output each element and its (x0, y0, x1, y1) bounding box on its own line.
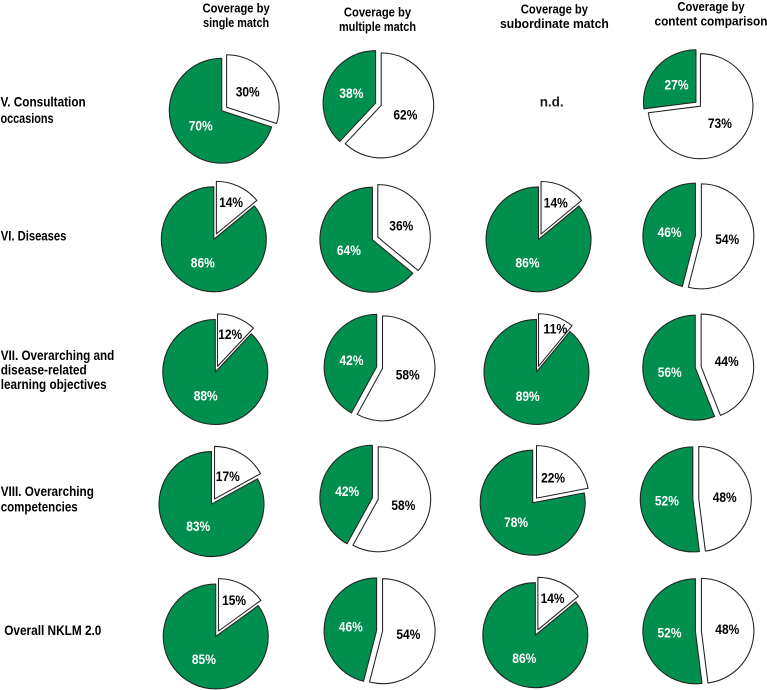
svg-text:competencies: competencies (1, 500, 78, 515)
svg-text:83%: 83% (186, 519, 210, 534)
svg-text:62%: 62% (393, 108, 417, 123)
svg-text:VII. Overarching and: VII. Overarching and (1, 348, 115, 363)
svg-text:30%: 30% (236, 85, 260, 100)
svg-text:56%: 56% (658, 365, 682, 380)
svg-text:Coverage by: Coverage by (521, 2, 589, 17)
svg-text:subordinate match: subordinate match (500, 16, 609, 31)
svg-text:15%: 15% (222, 593, 246, 608)
svg-text:12%: 12% (218, 327, 242, 342)
svg-text:27%: 27% (665, 78, 689, 93)
svg-text:46%: 46% (339, 620, 363, 635)
svg-text:64%: 64% (337, 243, 361, 258)
svg-text:58%: 58% (391, 498, 415, 513)
svg-text:V. Consultation: V. Consultation (1, 94, 86, 109)
svg-text:14%: 14% (541, 591, 565, 606)
svg-text:content comparison: content comparison (655, 14, 767, 29)
svg-text:78%: 78% (504, 515, 528, 530)
svg-text:occasions: occasions (1, 111, 54, 126)
svg-text:85%: 85% (192, 652, 216, 667)
svg-text:42%: 42% (335, 484, 359, 499)
svg-text:48%: 48% (715, 622, 739, 637)
svg-text:single match: single match (203, 15, 269, 30)
svg-text:11%: 11% (543, 322, 567, 337)
svg-text:70%: 70% (189, 119, 213, 134)
svg-text:86%: 86% (191, 255, 215, 270)
svg-text:multiple match: multiple match (339, 19, 416, 34)
svg-text:14%: 14% (544, 195, 568, 210)
svg-text:89%: 89% (516, 389, 540, 404)
svg-text:52%: 52% (655, 494, 679, 509)
svg-text:86%: 86% (516, 255, 540, 270)
svg-text:48%: 48% (713, 490, 737, 505)
svg-text:52%: 52% (658, 625, 682, 640)
svg-text:54%: 54% (396, 627, 420, 642)
svg-text:46%: 46% (658, 225, 682, 240)
svg-text:VIII. Overarching: VIII. Overarching (1, 484, 94, 499)
svg-text:22%: 22% (541, 471, 565, 486)
svg-text:38%: 38% (339, 86, 363, 101)
svg-text:36%: 36% (389, 219, 413, 234)
svg-text:n.d.: n.d. (540, 94, 564, 109)
svg-text:42%: 42% (340, 353, 364, 368)
svg-text:88%: 88% (194, 389, 218, 404)
svg-text:Overall NKLM 2.0: Overall NKLM 2.0 (4, 623, 101, 638)
svg-text:44%: 44% (715, 354, 739, 369)
svg-text:73%: 73% (708, 116, 732, 131)
svg-text:54%: 54% (715, 232, 739, 247)
svg-text:86%: 86% (512, 651, 536, 666)
svg-text:14%: 14% (219, 195, 243, 210)
svg-text:disease-related: disease-related (1, 363, 87, 378)
svg-text:58%: 58% (396, 367, 420, 382)
svg-text:Coverage by: Coverage by (677, 0, 745, 14)
svg-text:Coverage by: Coverage by (344, 5, 412, 20)
svg-text:17%: 17% (216, 469, 240, 484)
svg-text:learning objectives: learning objectives (1, 377, 107, 392)
svg-text:VI. Diseases: VI. Diseases (1, 228, 67, 243)
svg-text:Coverage by: Coverage by (203, 1, 271, 16)
